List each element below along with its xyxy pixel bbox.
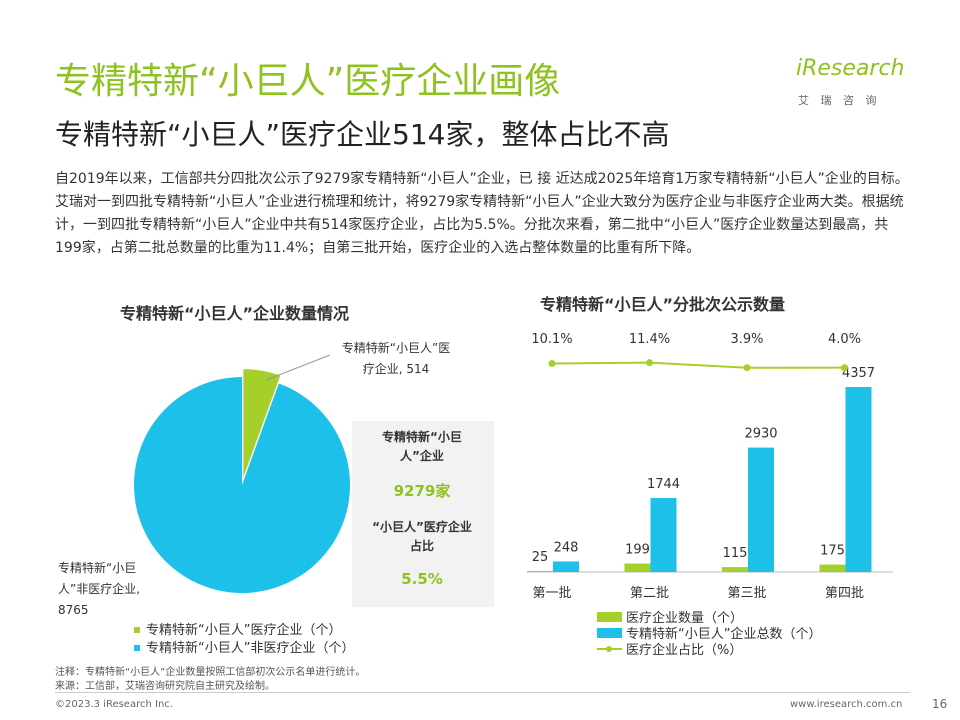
summary-value: 9279家 [393,482,451,500]
bar-title: 专精特新“小巨人”分批次公示数量 [540,295,786,314]
leader-line [265,354,331,381]
bar [748,447,774,572]
title: 专精特新“小巨人”医疗企业画像 [55,61,561,102]
summary-label: 专精特新“小巨人”企业 [382,430,462,463]
value-label: 3.9% [730,332,763,347]
value-label: 175 [820,544,845,559]
value-label: 199 [625,543,650,558]
legend-label: 专精特新“小巨人”非医疗企业（个） [146,640,354,656]
website: www.iresearch.com.cn [790,699,903,710]
note: 注释：专精特新“小巨人”企业数量按照工信部初次公示名单进行统计。 [55,667,366,678]
value-label: 11.4% [629,332,670,347]
pie-label: 专精特新“小巨人”医疗企业, 514 [341,341,451,376]
pie-slice [243,369,281,478]
legend-label: 医疗企业占比（%） [626,642,742,658]
value-label: 10.1% [531,332,572,347]
value-label: 4357 [842,366,875,381]
line-point [841,364,848,372]
logo-sub: 艾 瑞 咨 询 [798,94,881,107]
pie-title: 专精特新“小巨人”企业数量情况 [120,304,350,323]
legend-swatch [134,627,140,633]
x-tick-label: 第二批 [630,586,669,601]
x-tick-label: 第一批 [532,586,571,601]
bar [650,497,677,572]
pie-label: 专精特新“小巨人”非医疗企业, 8765 [58,561,141,617]
legend-swatch [606,646,612,652]
value-label: 2930 [744,427,777,442]
page-number: 16 [932,697,948,711]
line-point [548,360,556,368]
value-label: 248 [554,540,579,555]
legend-swatch [134,645,140,651]
value-label: 1744 [647,477,680,492]
value-label: 115 [723,546,748,561]
bar [722,567,748,572]
value-label: 25 [532,550,549,565]
summary-box [352,421,494,607]
summary-label: “小巨人”医疗企业占比 [372,520,472,553]
bar [819,564,846,572]
copyright: ©2023.3 iResearch Inc. [55,699,173,710]
legend-swatch [597,628,622,638]
value-label: 4.0% [828,332,861,347]
pie-slice [133,377,350,593]
line [551,361,845,369]
bar [553,561,579,572]
bar [845,387,872,572]
footer-rule [55,692,910,693]
summary-value: 5.5% [401,570,443,588]
logo: iResearch [796,56,905,81]
legend-label: 医疗企业数量（个） [626,610,743,626]
legend-label: 专精特新“小巨人”医疗企业（个） [146,622,341,638]
source: 来源：工信部，艾瑞咨询研究院自主研究及绘制。 [55,681,275,692]
subtitle: 专精特新“小巨人”医疗企业514家，整体占比不高 [55,118,670,151]
bar [527,570,553,572]
x-tick-label: 第四批 [825,586,864,601]
line-point [646,359,653,367]
bar [624,563,651,572]
legend-swatch [597,612,622,622]
x-tick-label: 第三批 [727,586,766,601]
line-point [743,364,751,372]
legend-label: 专精特新“小巨人”企业总数（个） [626,626,821,642]
body-text: 自2019年以来，工信部共分四批次公示了9279家专精特新“小巨人”企业，已 接… [55,171,909,256]
